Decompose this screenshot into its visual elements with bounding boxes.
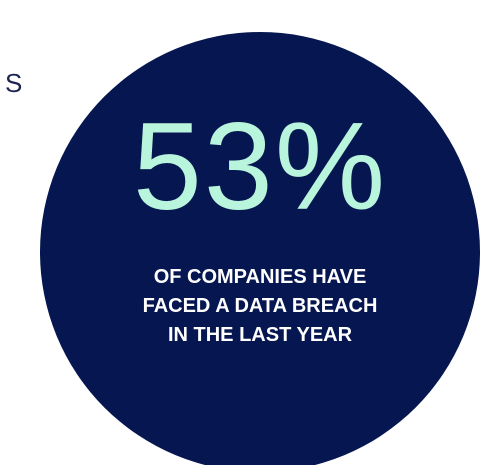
cropped-heading-fragment: S: [5, 68, 23, 98]
stat-caption: OF COMPANIES HAVE FACED A DATA BREACH IN…: [40, 263, 480, 350]
stat-circle: [40, 32, 480, 465]
stat-value: 53%: [132, 98, 388, 236]
stat-caption-line: OF COMPANIES HAVE: [153, 266, 367, 288]
stat-caption-line: IN THE LAST YEAR: [167, 324, 353, 346]
stat-caption-line: FACED A DATA BREACH: [142, 295, 378, 317]
